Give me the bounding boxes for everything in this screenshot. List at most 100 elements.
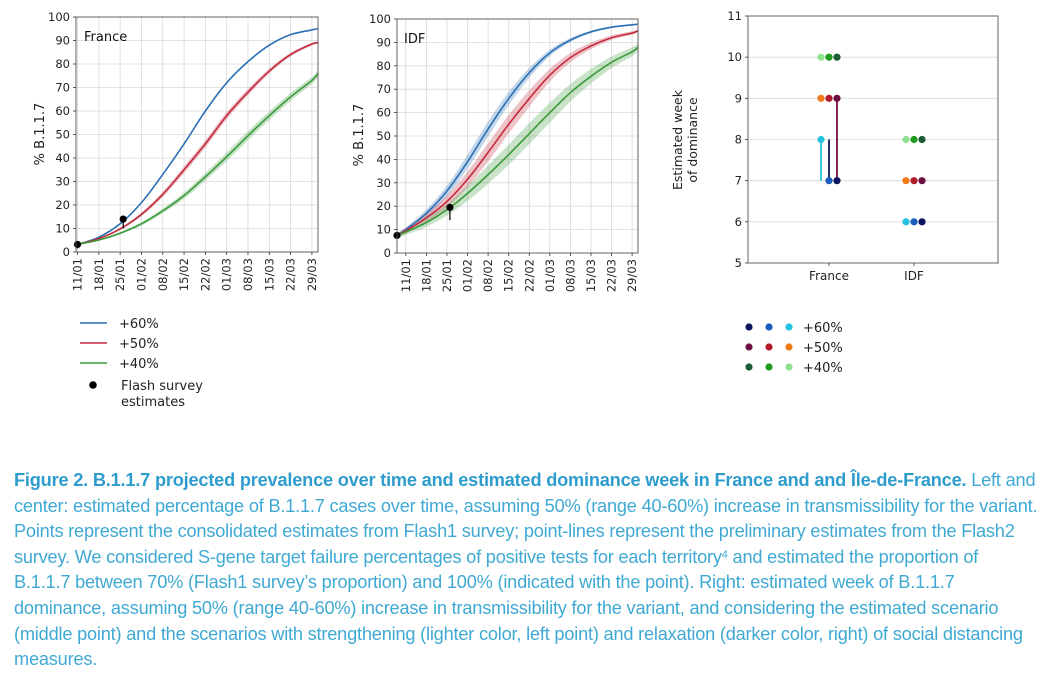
legend-line-label: +50% (119, 337, 159, 352)
y-tick-label: 10 (376, 223, 391, 237)
y-tick-label: 9 (735, 91, 742, 105)
dominance-point-france (825, 177, 833, 185)
dominance-point-idf (910, 135, 918, 144)
y-tick-label: 90 (376, 35, 391, 49)
y-axis-label: % B.1.1.7 (352, 104, 367, 167)
x-tick-label: 08/02 (156, 258, 170, 291)
y-tick-label: 20 (376, 199, 391, 213)
dominance-point-idf (910, 218, 918, 226)
timeseries-panel-france: 0 10 20 30 40 50 60 70 80 90 100 11/01 18/01 25/01 01/… (33, 10, 319, 291)
dominance-point-france (825, 94, 833, 102)
confidence-band-50 (397, 29, 638, 238)
dominance-point-idf (902, 135, 910, 144)
y-tick-label: 20 (55, 198, 70, 212)
x-tick-label: 22/02 (522, 259, 536, 292)
y-tick-label: 70 (55, 81, 70, 95)
y-tick-label: 11 (727, 9, 742, 23)
dominance-point-idf (918, 218, 926, 226)
y-tick-label: 80 (376, 59, 391, 73)
panel-label: France (84, 30, 127, 45)
dominance-panel: 5 6 7 8 9 10 11 France IDF Estimated week of domin… (670, 9, 999, 283)
dominance-point-france (833, 94, 841, 102)
category-label: IDF (904, 269, 924, 283)
legend-flash-label: Flash survey (121, 379, 203, 394)
x-tick-label: 01/02 (134, 258, 148, 291)
y-tick-label: 30 (376, 176, 391, 190)
x-tick-label: 01/02 (461, 259, 475, 292)
flash-survey-point (73, 240, 82, 249)
x-tick-label: 01/03 (220, 258, 234, 291)
caption-body-2: and estimated the proportion of B.1.1.7 … (14, 546, 1023, 670)
dominance-point-idf (902, 218, 910, 226)
x-tick-label: 08/02 (481, 259, 495, 292)
series-line-60 (77, 27, 319, 246)
dominance-point-idf (902, 177, 910, 185)
y-tick-label: 10 (55, 222, 70, 236)
y-tick-label: 6 (735, 215, 742, 229)
dominance-point-france (817, 94, 825, 102)
y-tick-label: 50 (376, 129, 391, 143)
y-tick-label: 8 (735, 133, 742, 147)
x-tick-label: 08/03 (241, 258, 255, 291)
series-line-60 (396, 23, 639, 237)
x-tick-label: 08/03 (563, 259, 577, 292)
y-tick-label: 50 (55, 128, 70, 142)
y-tick-label: 40 (55, 151, 70, 165)
y-axis-label: Estimated week (670, 89, 685, 190)
confidence-band-60 (397, 23, 638, 238)
legend-line-label: +60% (119, 317, 159, 332)
x-tick-label: 29/03 (625, 259, 639, 292)
legend-dot (745, 363, 753, 371)
dominance-point-idf (918, 135, 926, 144)
y-tick-label: 0 (384, 246, 391, 260)
series-line-40 (77, 72, 319, 246)
y-axis-label: of dominance (685, 97, 700, 183)
dominance-point-france (825, 53, 833, 61)
y-tick-label: 100 (369, 12, 391, 26)
legend-flash-label: estimates (121, 395, 185, 410)
dominance-point-idf (910, 177, 918, 185)
legend-dot (785, 363, 793, 371)
caption-title: Figure 2. B.1.1.7 projected prevalence o… (14, 470, 967, 490)
y-tick-label: 7 (735, 174, 742, 188)
y-tick-label: 40 (376, 152, 391, 166)
confidence-band-40 (397, 43, 638, 238)
panel-label: IDF (404, 32, 425, 47)
legend-label: +60% (803, 321, 843, 336)
y-tick-label: 5 (735, 256, 742, 270)
x-tick-label: 15/02 (177, 258, 191, 291)
legend-dot (745, 323, 753, 331)
y-tick-label: 80 (55, 57, 70, 71)
x-tick-label: 15/03 (584, 259, 598, 292)
x-tick-label: 22/03 (284, 258, 298, 291)
y-tick-label: 30 (55, 175, 70, 189)
y-axis-label: % B.1.1.7 (33, 103, 48, 166)
series-line-40 (396, 46, 639, 237)
x-tick-label: 15/02 (502, 259, 516, 292)
x-tick-label: 22/03 (605, 259, 619, 292)
figure-caption: Figure 2. B.1.1.7 projected prevalence o… (14, 468, 1039, 673)
x-tick-label: 22/02 (198, 258, 212, 291)
x-tick-label: 11/01 (71, 258, 85, 291)
dominance-point-france (833, 53, 841, 61)
y-tick-label: 10 (727, 50, 742, 64)
dominance-point-france (833, 177, 841, 185)
x-tick-label: 29/03 (305, 258, 319, 291)
dominance-legend: +60% +50% +40% (745, 321, 843, 376)
legend-dot (785, 323, 793, 331)
flash-survey-point (119, 215, 127, 223)
legend-line-label: +40% (119, 357, 159, 372)
timeseries-panel-idf: 0 10 20 30 40 50 60 70 80 90 100 11/01 18/01 25/01 01/… (352, 12, 639, 292)
category-label: France (809, 269, 849, 283)
legend-dot (765, 343, 773, 351)
legend-flash-marker (89, 381, 97, 389)
legend-dot (745, 343, 753, 351)
series-line-50 (77, 41, 319, 246)
dominance-point-idf (918, 177, 926, 185)
y-tick-label: 90 (55, 34, 70, 48)
series-line-50 (396, 29, 639, 237)
flash-survey-point (446, 203, 454, 211)
x-tick-label: 18/01 (419, 259, 433, 292)
